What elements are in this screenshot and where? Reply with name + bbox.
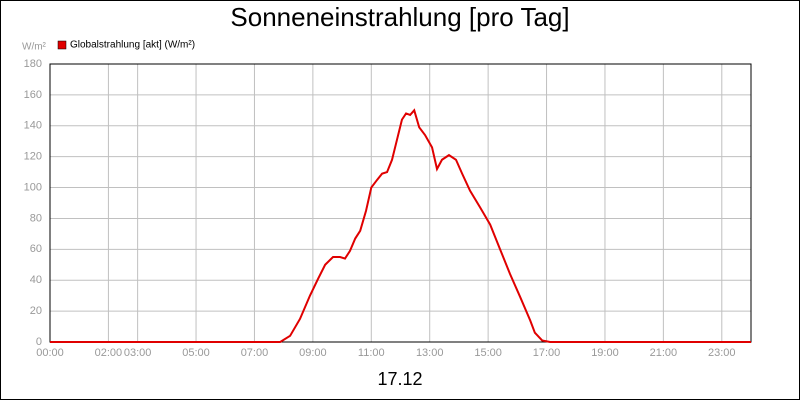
x-tick-label: 00:00 — [36, 347, 64, 359]
x-tick-label: 23:00 — [708, 347, 736, 359]
x-tick-label: 13:00 — [416, 347, 444, 359]
y-tick-label: 160 — [24, 89, 42, 101]
x-tick-label: 11:00 — [358, 347, 385, 359]
x-tick-label: 05:00 — [182, 347, 210, 359]
plot-area — [50, 64, 751, 342]
y-axis-unit: W/m² — [22, 42, 47, 53]
x-tick-label: 09:00 — [299, 347, 327, 359]
y-tick-label: 20 — [30, 305, 42, 317]
legend-swatch — [57, 40, 67, 50]
plot-border — [49, 63, 752, 343]
x-tick-label: 07:00 — [241, 347, 269, 359]
y-tick-label: 40 — [30, 274, 42, 286]
y-tick-label: 0 — [36, 336, 42, 348]
y-tick-label: 120 — [24, 151, 42, 163]
x-tick-label: 15:00 — [474, 347, 502, 359]
data-line — [50, 108, 751, 343]
x-tick-label: 02:00 — [95, 347, 123, 359]
y-tick-label: 60 — [30, 243, 42, 255]
y-tick-label: 180 — [24, 58, 42, 70]
y-tick-label: 80 — [30, 212, 42, 224]
legend-label: Globalstrahlung [akt] (W/m²) — [70, 40, 195, 51]
x-tick-label: 21:00 — [650, 347, 678, 359]
x-tick-label: 03:00 — [124, 347, 152, 359]
chart-title: Sonneneinstrahlung [pro Tag] — [230, 2, 569, 32]
y-tick-label: 100 — [24, 181, 42, 193]
x-axis-label: 17.12 — [377, 369, 422, 389]
x-tick-label: 19:00 — [591, 347, 619, 359]
x-tick-label: 17:00 — [533, 347, 561, 359]
y-tick-label: 140 — [24, 120, 42, 132]
